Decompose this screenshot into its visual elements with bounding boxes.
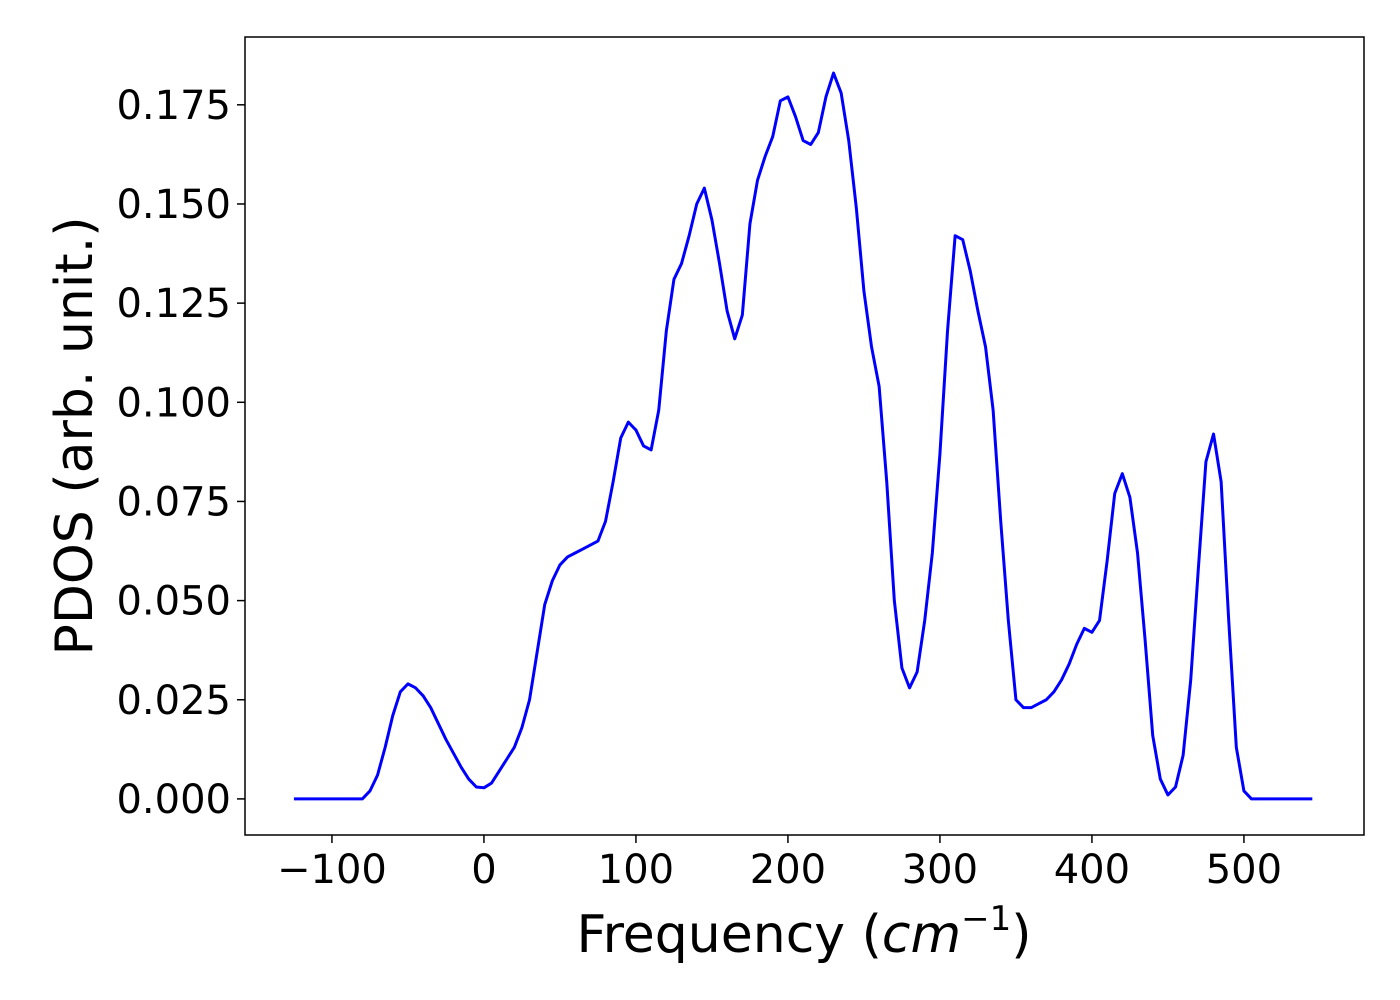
y-tick-label: 0.025 xyxy=(116,678,231,724)
x-tick-label: 500 xyxy=(1206,847,1282,893)
x-tick-label: 400 xyxy=(1054,847,1130,893)
x-axis-label: Frequency (cm−1) xyxy=(576,899,1031,965)
y-tick-label: 0.075 xyxy=(116,479,231,525)
y-tick-label: 0.050 xyxy=(116,579,231,625)
y-tick-label: 0.125 xyxy=(116,281,231,327)
x-tick-label: −100 xyxy=(277,847,387,893)
y-axis-label: PDOS (arb. unit.) xyxy=(45,216,105,655)
plot-frame xyxy=(244,36,1365,836)
x-label-close: ) xyxy=(1011,905,1031,965)
x-tick-label: 200 xyxy=(750,847,826,893)
y-tick-label: 0.175 xyxy=(116,83,231,129)
x-label-unit: cm xyxy=(882,905,961,965)
y-tick-label: 0.000 xyxy=(116,777,231,823)
x-tick-label: 100 xyxy=(598,847,674,893)
x-tick-label: 300 xyxy=(902,847,978,893)
y-tick-label: 0.100 xyxy=(116,380,231,426)
x-label-exponent: −1 xyxy=(961,899,1011,939)
x-label-text: Frequency ( xyxy=(576,905,881,965)
x-tick-label: 0 xyxy=(471,847,496,893)
y-tick-label: 0.150 xyxy=(116,182,231,228)
line-series xyxy=(293,71,1313,801)
